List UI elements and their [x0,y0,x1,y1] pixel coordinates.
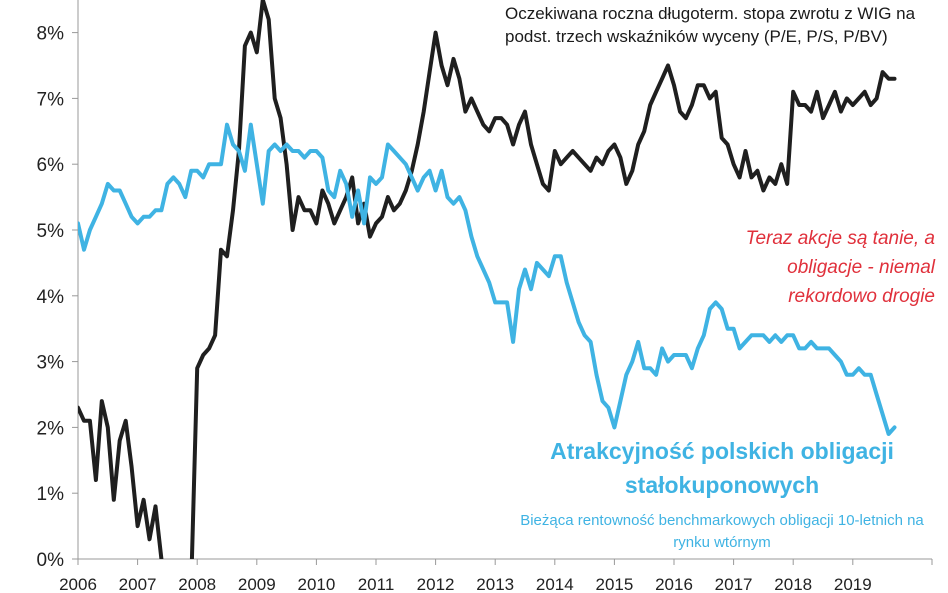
blue-series-subtitle: Bieżąca rentowność benchmarkowych obliga… [520,512,924,551]
y-tick-label: 4% [37,287,65,308]
red-note-annotation: Teraz akcje są tanie, a obligacje - niem… [745,228,935,307]
x-tick-label: 2019 [834,575,872,593]
y-tick-label: 0% [37,550,65,571]
wig-expected-return-line [78,0,897,559]
x-tick-label: 2008 [178,575,216,593]
y-tick-label: 5% [37,221,65,242]
x-tick-label: 2009 [238,575,276,593]
axes [72,0,933,565]
x-tick-label: 2013 [476,575,514,593]
y-tick-label: 1% [37,484,65,505]
x-tick-label: 2018 [774,575,812,593]
x-tick-label: 2014 [536,575,574,593]
x-tick-label: 2016 [655,575,693,593]
series-group [78,0,897,559]
black-series-annotation: Oczekiwana roczna długoterm. stopa zwrot… [505,4,916,46]
x-tick-label: 2010 [297,575,335,593]
blue-series-title: Atrakcyjność polskich obligacji stałokup… [550,438,894,498]
y-tick-label: 7% [37,89,65,110]
y-tick-label: 6% [37,155,65,176]
x-tick-label: 2011 [358,575,395,593]
y-tick-label: 3% [37,353,65,374]
x-tick-label: 2006 [59,575,97,593]
y-tick-label: 2% [37,418,65,439]
x-tick-label: 2007 [119,575,157,593]
x-tick-label: 2012 [417,575,455,593]
x-tick-label: 2015 [595,575,633,593]
x-tick-label: 2017 [715,575,753,593]
tick-labels: 0% 1% 2% 3% 4% 5% 6% 7% 8% 2006 2007 2008 2009 2010 20… [37,24,872,593]
bond-yield-line [78,122,897,436]
y-tick-label: 8% [37,24,65,45]
